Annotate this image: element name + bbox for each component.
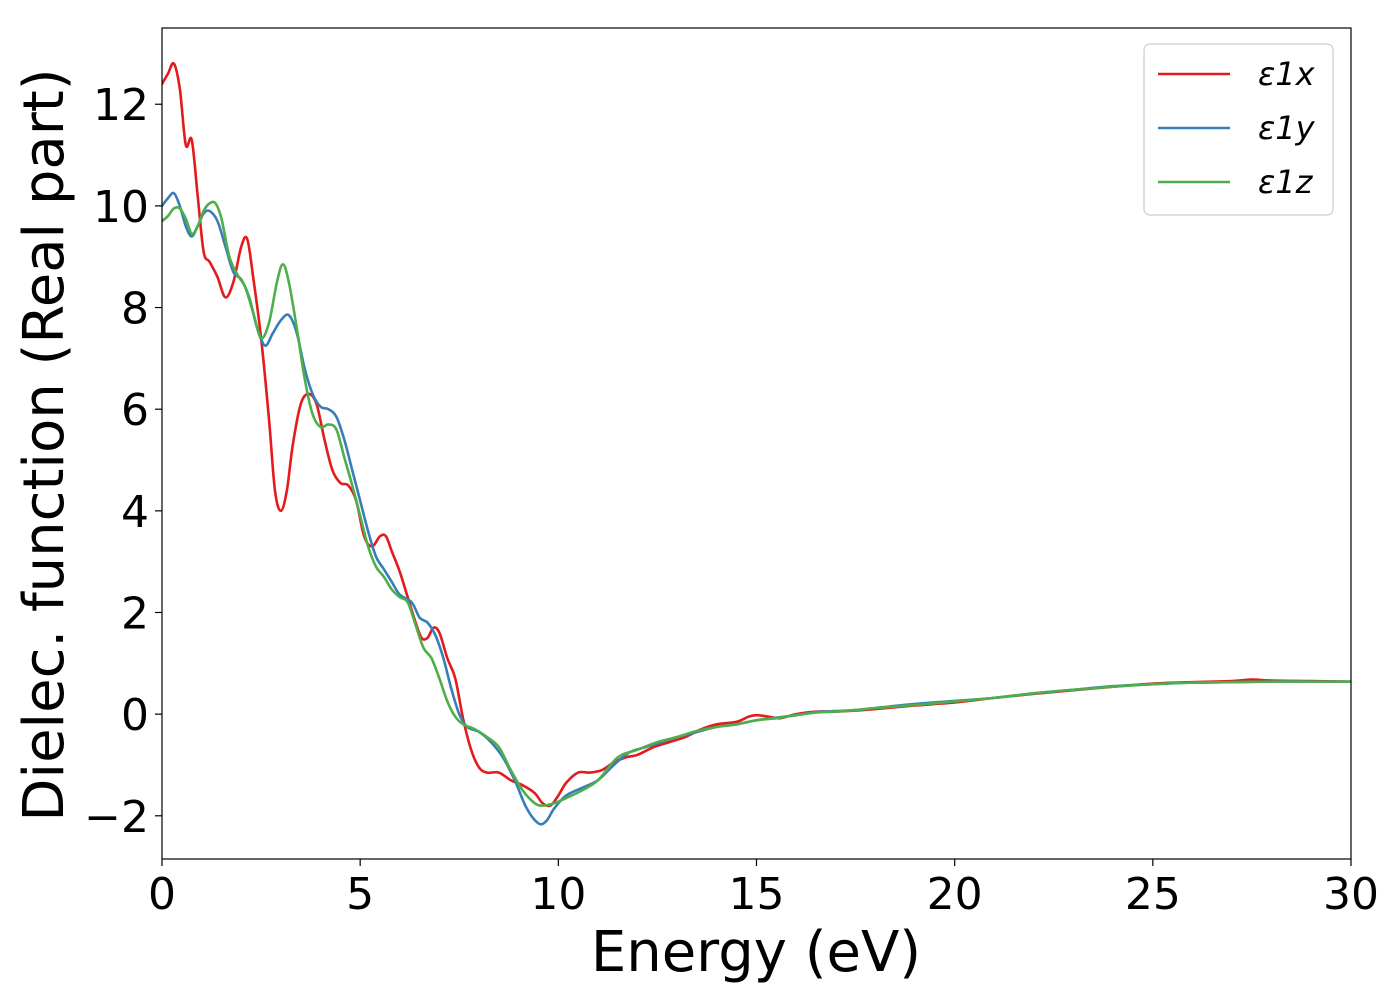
x-tick-label: 0 [148,869,176,920]
y-tick-label: 2 [121,588,149,639]
legend: ε1x ε1y ε1z [1143,43,1334,216]
y-axis-label: Dielec. function (Real part) [12,68,77,821]
y-tick-label: 4 [121,487,149,538]
y-tick-label: −2 [84,792,149,843]
x-tick-label: 30 [1323,869,1379,920]
series-line-3 [162,200,1351,807]
y-tick-label: 8 [121,284,149,335]
x-tick-label: 10 [530,869,586,920]
x-axis-label: Energy (eV) [591,920,921,985]
y-tick-label: 0 [121,690,149,741]
y-tick-label: 10 [93,182,149,233]
y-tick-label: 12 [93,80,149,131]
legend-item: ε1x [1158,55,1316,93]
x-tick-label: 5 [346,869,374,920]
y-axis-ticks: −2 0 2 4 6 8 10 12 [84,80,162,843]
y-tick-label: 6 [121,385,149,436]
x-tick-label: 15 [729,869,785,920]
legend-label: ε1x [1258,55,1316,93]
legend-label: ε1z [1258,163,1314,201]
legend-item: ε1y [1158,109,1316,147]
plot-lines [162,61,1351,826]
x-tick-label: 25 [1125,869,1181,920]
legend-items: ε1x ε1y ε1z [1158,55,1316,201]
x-tick-label: 20 [927,869,983,920]
x-axis-ticks: 0 5 10 15 20 25 30 [148,859,1379,920]
legend-box [1143,43,1334,216]
legend-item: ε1z [1158,163,1314,201]
legend-label: ε1y [1258,109,1316,147]
